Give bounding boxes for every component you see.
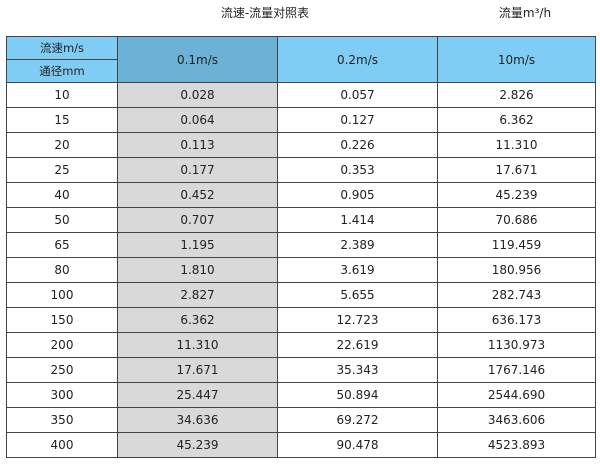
- flow-cell: 0.707: [117, 207, 278, 233]
- flow-cell: 1.195: [117, 232, 278, 258]
- flow-cell: 282.743: [437, 282, 596, 308]
- diameter-cell: 100: [6, 282, 118, 308]
- flow-cell: 0.064: [117, 107, 278, 133]
- flow-cell: 34.636: [117, 407, 278, 433]
- diameter-cell: 150: [6, 307, 118, 333]
- table-row: 150 6.362 12.723 636.173: [6, 307, 596, 333]
- table-row: 300 25.447 50.894 2544.690: [6, 382, 596, 408]
- diameter-cell: 20: [6, 132, 118, 158]
- flow-cell: 119.459: [437, 232, 596, 258]
- diameter-cell: 400: [6, 432, 118, 458]
- flow-cell: 1767.146: [437, 357, 596, 383]
- flow-cell: 12.723: [277, 307, 438, 333]
- column-header-0.2: 0.2m/s: [277, 36, 438, 83]
- table-row: 80 1.810 3.619 180.956: [6, 257, 596, 283]
- flow-cell: 1.810: [117, 257, 278, 283]
- table-title: 流速-流量对照表: [220, 6, 310, 20]
- diameter-cell: 50: [6, 207, 118, 233]
- diameter-cell: 350: [6, 407, 118, 433]
- flow-cell: 90.478: [277, 432, 438, 458]
- table-row: 10 0.028 0.057 2.826: [6, 82, 596, 108]
- flow-cell: 2.827: [117, 282, 278, 308]
- diameter-cell: 300: [6, 382, 118, 408]
- flow-cell: 0.127: [277, 107, 438, 133]
- diameter-header: 通径mm: [6, 59, 118, 83]
- diameter-cell: 15: [6, 107, 118, 133]
- flow-cell: 0.226: [277, 132, 438, 158]
- flow-cell: 17.671: [437, 157, 596, 183]
- flow-cell: 70.686: [437, 207, 596, 233]
- table-row: 25 0.177 0.353 17.671: [6, 157, 596, 183]
- diameter-cell: 80: [6, 257, 118, 283]
- table-row: 15 0.064 0.127 6.362: [6, 107, 596, 133]
- flow-table: 流速m/s 0.1m/s 0.2m/s 10m/s 通径mm 10 0.028 0.…: [6, 36, 596, 458]
- flow-cell: 4523.893: [437, 432, 596, 458]
- flow-cell: 22.619: [277, 332, 438, 358]
- diameter-cell: 10: [6, 82, 118, 108]
- flow-cell: 11.310: [117, 332, 278, 358]
- flow-cell: 35.343: [277, 357, 438, 383]
- table-row: 40 0.452 0.905 45.239: [6, 182, 596, 208]
- flow-cell: 6.362: [437, 107, 596, 133]
- flow-cell: 636.173: [437, 307, 596, 333]
- column-header-10: 10m/s: [437, 36, 596, 83]
- unit-label: 流量m³/h: [498, 6, 552, 20]
- flow-cell: 0.177: [117, 157, 278, 183]
- flow-cell: 180.956: [437, 257, 596, 283]
- diameter-cell: 25: [6, 157, 118, 183]
- flow-cell: 17.671: [117, 357, 278, 383]
- flow-cell: 3.619: [277, 257, 438, 283]
- flow-cell: 0.028: [117, 82, 278, 108]
- table-row: 400 45.239 90.478 4523.893: [6, 432, 596, 458]
- flow-cell: 0.353: [277, 157, 438, 183]
- diameter-cell: 200: [6, 332, 118, 358]
- column-header-0.1: 0.1m/s: [117, 36, 278, 83]
- velocity-header: 流速m/s: [6, 36, 118, 60]
- flow-cell: 0.905: [277, 182, 438, 208]
- table-row: 20 0.113 0.226 11.310: [6, 132, 596, 158]
- flow-cell: 1130.973: [437, 332, 596, 358]
- flow-cell: 0.452: [117, 182, 278, 208]
- diameter-cell: 40: [6, 182, 118, 208]
- flow-cell: 0.113: [117, 132, 278, 158]
- flow-cell: 45.239: [117, 432, 278, 458]
- flow-cell: 11.310: [437, 132, 596, 158]
- table-row: 65 1.195 2.389 119.459: [6, 232, 596, 258]
- flow-cell: 1.414: [277, 207, 438, 233]
- table-row: 350 34.636 69.272 3463.606: [6, 407, 596, 433]
- flow-cell: 3463.606: [437, 407, 596, 433]
- table-row: 50 0.707 1.414 70.686: [6, 207, 596, 233]
- flow-cell: 5.655: [277, 282, 438, 308]
- diameter-cell: 65: [6, 232, 118, 258]
- flow-cell: 6.362: [117, 307, 278, 333]
- flow-cell: 45.239: [437, 182, 596, 208]
- table-row: 250 17.671 35.343 1767.146: [6, 357, 596, 383]
- diameter-cell: 250: [6, 357, 118, 383]
- flow-cell: 0.057: [277, 82, 438, 108]
- table-row: 100 2.827 5.655 282.743: [6, 282, 596, 308]
- flow-cell: 2544.690: [437, 382, 596, 408]
- flow-cell: 50.894: [277, 382, 438, 408]
- flow-cell: 2.389: [277, 232, 438, 258]
- flow-cell: 2.826: [437, 82, 596, 108]
- table-row: 200 11.310 22.619 1130.973: [6, 332, 596, 358]
- flow-cell: 25.447: [117, 382, 278, 408]
- flow-cell: 69.272: [277, 407, 438, 433]
